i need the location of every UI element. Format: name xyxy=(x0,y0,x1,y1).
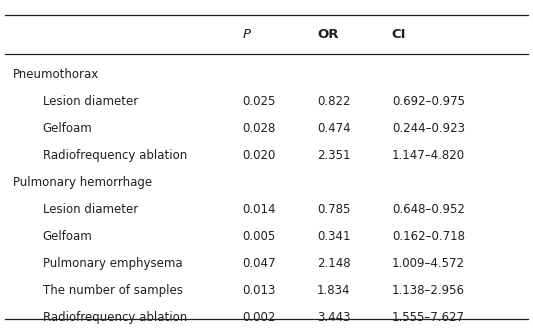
Text: OR: OR xyxy=(317,28,338,41)
Text: 0.648–0.952: 0.648–0.952 xyxy=(392,203,465,216)
Text: 0.785: 0.785 xyxy=(317,203,351,216)
Text: Lesion diameter: Lesion diameter xyxy=(43,203,138,216)
Text: Lesion diameter: Lesion diameter xyxy=(43,95,138,108)
Text: 0.013: 0.013 xyxy=(243,284,276,297)
Text: 0.822: 0.822 xyxy=(317,95,351,108)
Text: 1.009–4.572: 1.009–4.572 xyxy=(392,257,465,270)
Text: 0.341: 0.341 xyxy=(317,230,351,243)
Text: 0.692–0.975: 0.692–0.975 xyxy=(392,95,465,108)
Text: 0.244–0.923: 0.244–0.923 xyxy=(392,122,465,135)
Text: 1.138–2.956: 1.138–2.956 xyxy=(392,284,465,297)
Text: 0.014: 0.014 xyxy=(243,203,276,216)
Text: 0.047: 0.047 xyxy=(243,257,276,270)
Text: Pneumothorax: Pneumothorax xyxy=(13,68,100,81)
Text: Radiofrequency ablation: Radiofrequency ablation xyxy=(43,149,187,162)
Text: 1.147–4.820: 1.147–4.820 xyxy=(392,149,465,162)
Text: 0.474: 0.474 xyxy=(317,122,351,135)
Text: 0.005: 0.005 xyxy=(243,230,276,243)
Text: P: P xyxy=(243,28,251,41)
Text: 1.555–7.627: 1.555–7.627 xyxy=(392,311,465,324)
Text: 0.162–0.718: 0.162–0.718 xyxy=(392,230,465,243)
Text: Gelfoam: Gelfoam xyxy=(43,230,92,243)
Text: 2.148: 2.148 xyxy=(317,257,351,270)
Text: 0.028: 0.028 xyxy=(243,122,276,135)
Text: 0.025: 0.025 xyxy=(243,95,276,108)
Text: 2.351: 2.351 xyxy=(317,149,351,162)
Text: Pulmonary emphysema: Pulmonary emphysema xyxy=(43,257,182,270)
Text: Gelfoam: Gelfoam xyxy=(43,122,92,135)
Text: 0.020: 0.020 xyxy=(243,149,276,162)
Text: CI: CI xyxy=(392,28,406,41)
Text: Pulmonary hemorrhage: Pulmonary hemorrhage xyxy=(13,176,152,189)
Text: Radiofrequency ablation: Radiofrequency ablation xyxy=(43,311,187,324)
Text: 3.443: 3.443 xyxy=(317,311,351,324)
Text: 1.834: 1.834 xyxy=(317,284,351,297)
Text: The number of samples: The number of samples xyxy=(43,284,182,297)
Text: 0.002: 0.002 xyxy=(243,311,276,324)
